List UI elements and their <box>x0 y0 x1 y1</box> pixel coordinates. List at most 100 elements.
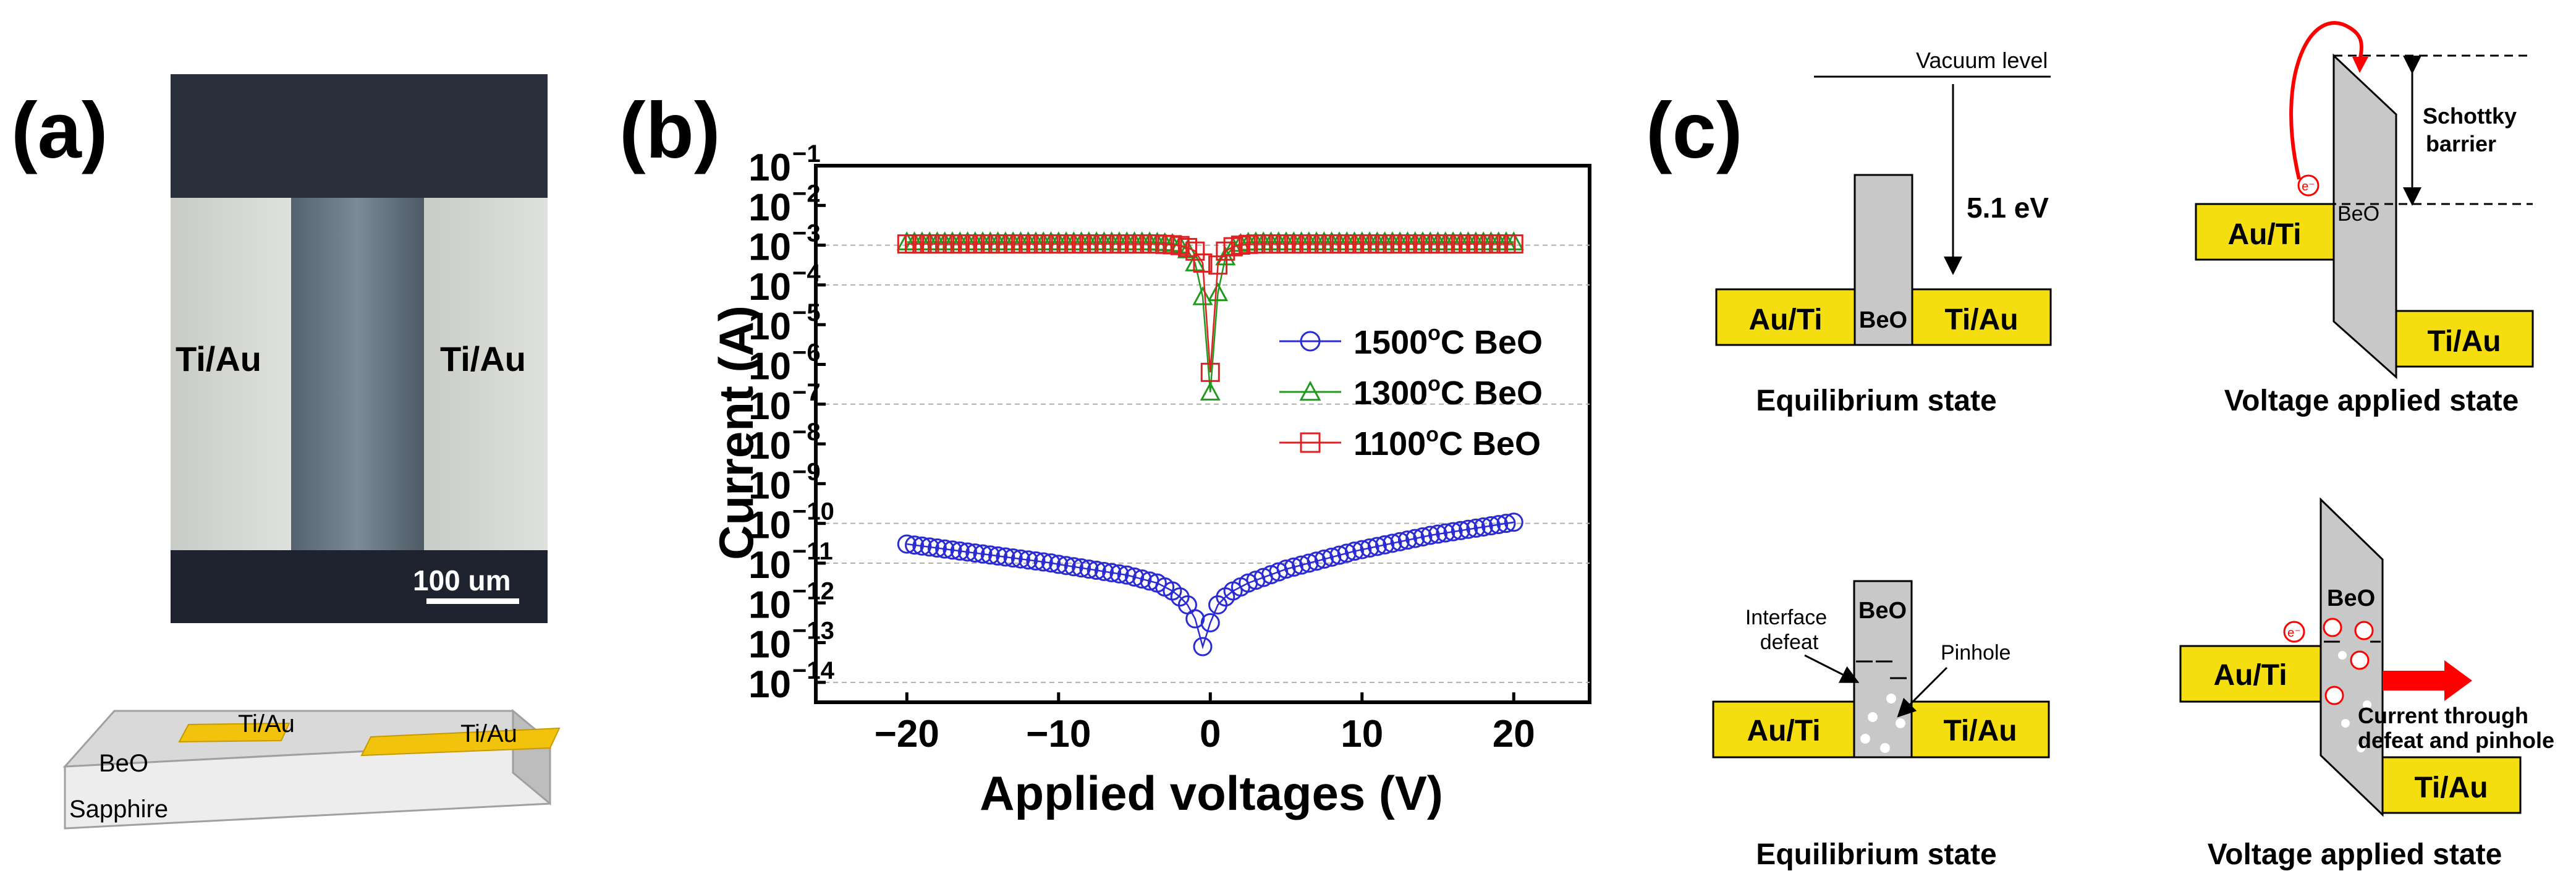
beo-label: BeO <box>1859 307 1907 333</box>
data-point <box>1299 380 1321 401</box>
data-point <box>1496 514 1516 533</box>
data-point <box>1019 550 1038 570</box>
data-point <box>935 539 955 559</box>
series-line <box>907 521 1514 650</box>
data-point <box>1299 553 1319 573</box>
data-point <box>1072 558 1091 578</box>
y-tick-exponent: −14 <box>792 657 835 684</box>
y-tick-exponent: −12 <box>792 577 834 605</box>
electrode-right <box>1910 700 2050 759</box>
data-point <box>1185 609 1205 629</box>
data-point <box>1033 552 1053 572</box>
data-point <box>1208 282 1229 302</box>
y-tick-label: 10 <box>748 266 791 308</box>
energy-label: 5.1 eV <box>1967 192 2049 224</box>
device-film-label: BeO <box>99 750 148 777</box>
schottky-label-2: barrier <box>2426 131 2496 156</box>
data-point <box>1292 555 1311 575</box>
data-point <box>1337 543 1357 563</box>
electrode-left-label: Au/Ti <box>1747 715 1820 747</box>
data-point <box>920 537 939 557</box>
data-point <box>1352 540 1372 559</box>
electron-icon <box>2283 621 2305 643</box>
y-tick-exponent: −9 <box>792 458 821 485</box>
micrograph-right-label: Ti/Au <box>440 339 526 378</box>
y-tick-label: 10 <box>748 147 791 189</box>
data-point <box>1056 556 1076 576</box>
micrograph-bottom-band <box>171 550 548 623</box>
scale-bar <box>426 598 519 604</box>
current-label-1: Current through <box>2358 703 2528 728</box>
data-point <box>1102 563 1122 582</box>
legend-label: 1500oC BeO <box>1354 321 1543 361</box>
data-point <box>950 541 970 561</box>
data-point <box>1177 237 1197 257</box>
data-point <box>1314 550 1334 569</box>
data-point <box>1284 557 1303 577</box>
data-point <box>988 546 1008 566</box>
data-point <box>1322 547 1342 567</box>
electrode-left-label: Au/Ti <box>2213 659 2287 692</box>
y-tick-label: 10 <box>748 385 791 428</box>
caption-voltage-top: Voltage applied state <box>2224 385 2519 417</box>
data-point <box>1413 527 1433 547</box>
data-point <box>1079 559 1099 579</box>
band-diagram-voltage-top: Schottky barrier e⁻ BeO Au/Ti Ti/Au Volt… <box>2195 21 2534 417</box>
device-substrate-label: Sapphire <box>69 796 168 823</box>
data-point <box>1087 561 1106 580</box>
electron-icon <box>2324 686 2344 705</box>
micrograph-channel <box>291 198 424 550</box>
data-point <box>1200 381 1221 401</box>
data-point <box>1344 542 1364 561</box>
electron-icon <box>2297 174 2320 197</box>
data-point <box>912 536 932 556</box>
data-point <box>1473 517 1493 537</box>
x-tick-label: −20 <box>875 713 939 755</box>
y-tick-label: 10 <box>748 624 791 666</box>
data-point <box>1117 565 1137 585</box>
caption-equilibrium-bottom: Equilibrium state <box>1756 838 1996 871</box>
device-pad-left-label: Ti/Au <box>238 710 295 737</box>
electrode-right-label: Ti/Au <box>1944 304 2018 336</box>
series-layer <box>896 231 1524 657</box>
pad-right <box>360 727 561 757</box>
data-point <box>1200 613 1220 632</box>
electrode-right-label: Ti/Au <box>1943 715 2017 747</box>
data-point <box>1504 512 1523 532</box>
x-tick-label: 20 <box>1493 713 1535 755</box>
panel-a-label: (a) <box>11 87 108 175</box>
x-tick-label: 0 <box>1200 713 1221 755</box>
data-point <box>1300 331 1321 352</box>
band-diagram-equilibrium-bottom: BeO Interface defeat Pinhole Au/Ti Ti/Au… <box>1712 580 2050 871</box>
device-schematic: Ti/Au Ti/Au BeO Sapphire <box>62 708 561 830</box>
pad-left <box>178 722 290 743</box>
x-tick-label: −10 <box>1026 713 1091 755</box>
data-point <box>973 544 993 564</box>
y-tick-exponent: −2 <box>792 180 821 207</box>
interface-label-1: Interface <box>1745 606 1827 629</box>
series <box>897 512 1523 657</box>
barrier-beo <box>1854 174 1913 346</box>
series <box>896 231 1524 401</box>
data-point <box>1230 232 1251 252</box>
interface-label-2: defeat <box>1760 631 1819 654</box>
electrode-left-label: Au/Ti <box>1748 304 1822 336</box>
data-point <box>1193 253 1213 273</box>
panel-c-label: (c) <box>1646 87 1742 175</box>
electrode-left <box>1712 700 1855 759</box>
schottky-label-1: Schottky <box>2423 103 2517 129</box>
electron-label: e⁻ <box>2302 180 2315 193</box>
emission-arrow <box>2289 21 2363 180</box>
x-axis-ticks: −20 −10 0 10 20 <box>875 692 1535 755</box>
data-point <box>1200 362 1220 382</box>
series-line <box>907 243 1514 373</box>
data-point <box>927 538 947 558</box>
y-tick-label: 10 <box>748 305 791 348</box>
pinhole-dot <box>1886 694 1896 703</box>
y-tick-exponent: −8 <box>792 419 821 446</box>
data-point <box>1216 241 1235 261</box>
x-axis-title: Applied voltages (V) <box>980 766 1443 820</box>
y-tick-label: 10 <box>748 464 791 507</box>
micrograph-left-pad <box>171 198 291 550</box>
electrode-left-label: Au/Ti <box>2227 218 2301 251</box>
